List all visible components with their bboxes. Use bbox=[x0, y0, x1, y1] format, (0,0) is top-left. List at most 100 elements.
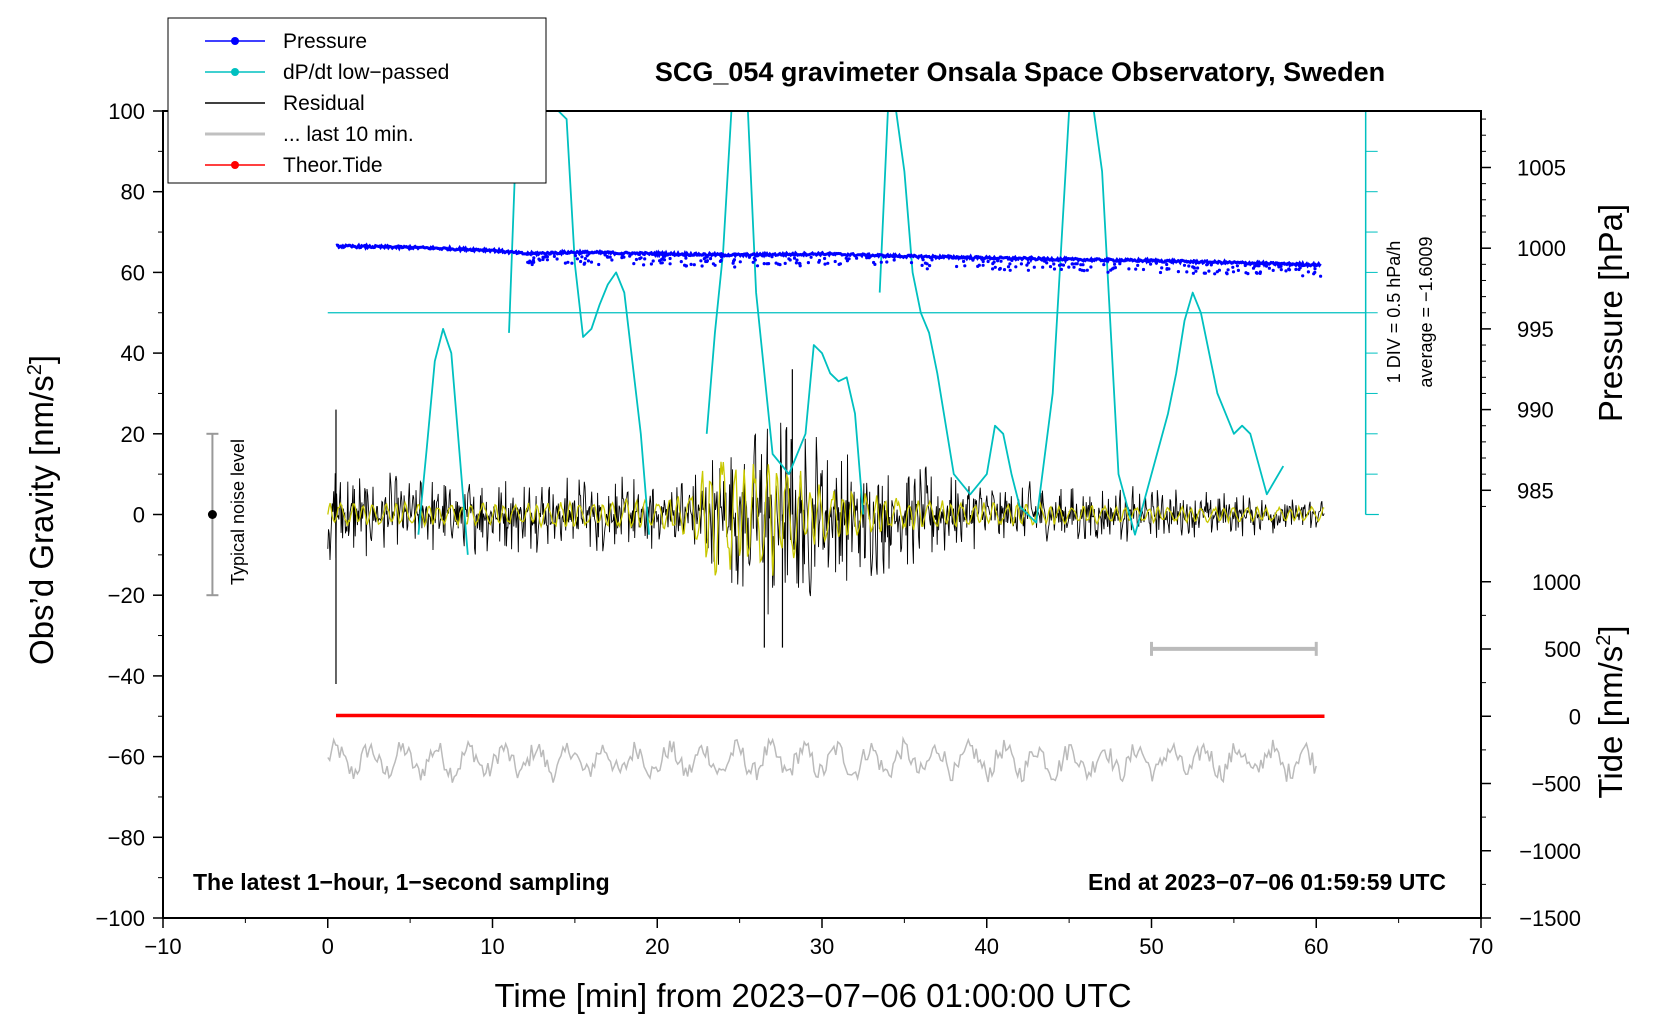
pressure-point bbox=[1187, 264, 1191, 268]
tide-tick-label: 0 bbox=[1569, 704, 1581, 729]
pressure-point bbox=[1231, 270, 1236, 274]
tide-tick-label: 1000 bbox=[1532, 570, 1581, 595]
pressure-point bbox=[977, 263, 981, 267]
pressure-point bbox=[605, 254, 609, 259]
pressure-point bbox=[1113, 262, 1117, 266]
pressure-point bbox=[575, 257, 580, 261]
dpdt-div-label: 1 DIV = 0.5 hPa/h bbox=[1384, 241, 1404, 384]
pressure-tick-label: 1005 bbox=[1517, 155, 1566, 180]
pressure-point bbox=[1067, 265, 1071, 269]
pressure-point bbox=[699, 259, 703, 263]
pressure-point bbox=[1255, 264, 1260, 268]
pressure-point bbox=[787, 257, 791, 261]
x-tick-label: 40 bbox=[975, 934, 999, 959]
pressure-point bbox=[1209, 263, 1213, 267]
pressure-point bbox=[998, 266, 1002, 271]
x-tick-label: 10 bbox=[480, 934, 504, 959]
pressure-point bbox=[955, 264, 959, 269]
pressure-tick-label: 990 bbox=[1517, 398, 1554, 423]
y-tick-label: −100 bbox=[95, 906, 145, 931]
pressure-point bbox=[700, 264, 704, 268]
pressure-point bbox=[1106, 270, 1110, 274]
pressure-point bbox=[844, 256, 848, 260]
pressure-point bbox=[770, 255, 774, 259]
pressure-point bbox=[659, 261, 663, 265]
pressure-point bbox=[649, 262, 654, 266]
pressure-point bbox=[1246, 272, 1250, 276]
pressure-point bbox=[1267, 266, 1271, 270]
pressure-point bbox=[1136, 263, 1140, 267]
pressure-tick-label: 995 bbox=[1517, 317, 1554, 342]
pressure-point bbox=[865, 256, 869, 260]
x-tick-label: −10 bbox=[144, 934, 181, 959]
pressure-point bbox=[1301, 274, 1305, 278]
pressure-point bbox=[993, 265, 997, 269]
y-tick-label: 80 bbox=[121, 180, 145, 205]
pressure-point bbox=[566, 260, 570, 264]
pressure-point bbox=[733, 265, 737, 269]
pressure-point bbox=[909, 261, 914, 265]
pressure-point bbox=[999, 259, 1003, 263]
pressure-point bbox=[837, 262, 841, 266]
pressure-point bbox=[651, 259, 655, 263]
pressure-point bbox=[755, 264, 760, 268]
pressure-point bbox=[538, 258, 542, 262]
pressure-point bbox=[921, 258, 925, 262]
pressure-point bbox=[545, 255, 550, 259]
pressure-point bbox=[1026, 268, 1030, 272]
pressure-point bbox=[845, 259, 850, 263]
pressure-point bbox=[963, 264, 967, 268]
pressure-point bbox=[1154, 261, 1158, 265]
pressure-point bbox=[1048, 265, 1053, 269]
pressure-point bbox=[608, 255, 612, 259]
pressure-point bbox=[705, 259, 709, 264]
y-axis-title-close: ] bbox=[23, 355, 60, 364]
y-tick-label: 100 bbox=[108, 99, 145, 124]
pressure-point bbox=[1149, 262, 1153, 266]
pressure-point bbox=[833, 259, 837, 264]
pressure-point bbox=[783, 261, 787, 265]
tide-tick-label: −500 bbox=[1531, 772, 1581, 797]
pressure-point bbox=[634, 257, 639, 262]
pressure-point bbox=[1287, 268, 1292, 272]
pressure-point bbox=[582, 262, 586, 266]
pressure-point bbox=[1072, 265, 1076, 269]
pressure-point bbox=[1243, 263, 1247, 268]
pressure-point bbox=[684, 256, 688, 260]
pressure-point bbox=[991, 262, 995, 266]
x-tick-label: 50 bbox=[1139, 934, 1163, 959]
legend: Pressure dP/dt low−passed Residual ... last… bbox=[167, 17, 547, 184]
pressure-point bbox=[718, 259, 723, 263]
pressure-point bbox=[555, 257, 559, 261]
pressure-point bbox=[1196, 266, 1200, 270]
pressure-point bbox=[753, 258, 757, 262]
pressure-point bbox=[806, 261, 811, 265]
pressure-point bbox=[1113, 266, 1117, 270]
pressure-point bbox=[628, 254, 632, 258]
pressure-point bbox=[925, 267, 929, 271]
pressure-point bbox=[1041, 265, 1045, 269]
pressure-point bbox=[1294, 267, 1298, 271]
y-axis-title: Obs’d Gravity [nm/s2] bbox=[23, 355, 60, 665]
pressure-point bbox=[855, 256, 859, 260]
legend-marker bbox=[231, 161, 239, 169]
pressure-point bbox=[1008, 262, 1012, 266]
noise-bar-center bbox=[207, 510, 217, 519]
pressure-point bbox=[589, 260, 594, 264]
pressure-point bbox=[1085, 268, 1089, 272]
pressure-point bbox=[586, 259, 591, 263]
pressure-point bbox=[996, 259, 1000, 263]
pressure-point bbox=[981, 259, 985, 264]
pressure-point bbox=[986, 259, 990, 264]
pressure-point bbox=[708, 257, 713, 261]
dpdt-average-label: average = −1.6009 bbox=[1416, 236, 1436, 387]
pressure-point bbox=[823, 256, 827, 261]
y-tick-label: 60 bbox=[121, 260, 145, 285]
pressure-point bbox=[532, 256, 536, 260]
pressure-point bbox=[610, 258, 614, 262]
pressure-point bbox=[751, 260, 755, 264]
pressure-point bbox=[543, 255, 547, 259]
pressure-point bbox=[1194, 269, 1198, 273]
legend-label: Theor.Tide bbox=[283, 154, 383, 177]
